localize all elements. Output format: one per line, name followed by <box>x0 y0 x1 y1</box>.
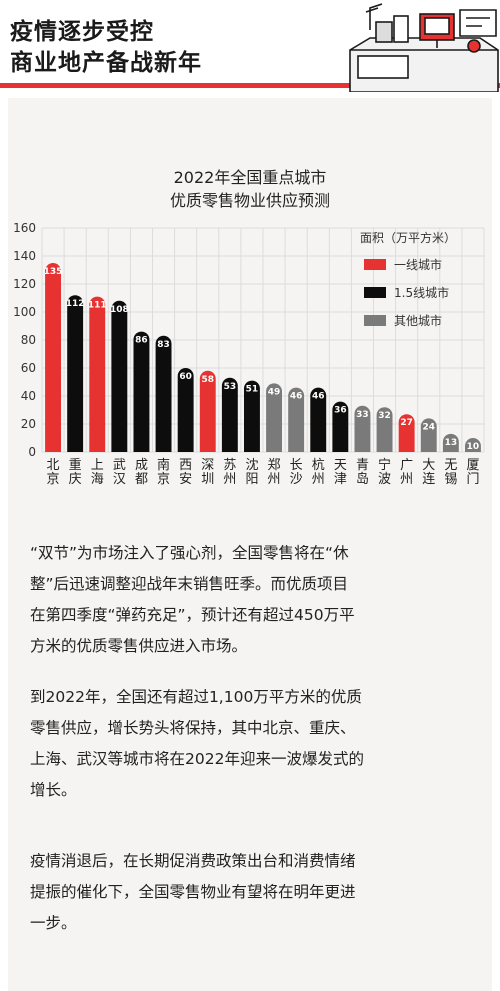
y-tick-label: 80 <box>21 333 36 347</box>
bar-value-label: 36 <box>334 406 347 416</box>
bar-value-label: 13 <box>445 438 458 448</box>
paragraph-line: 在第四季度“弹药充足”，预计还有超过450万平 <box>30 606 355 624</box>
legend-label: 其他城市 <box>394 313 442 328</box>
headline-line-1: 疫情逐步受控 <box>10 19 154 45</box>
legend-swatch <box>364 259 386 270</box>
category-label: 西安 <box>179 458 192 487</box>
bar-value-label: 60 <box>179 372 192 382</box>
paragraph-line: 上海、武汉等城市将在2022年迎来一波爆发式的 <box>30 750 364 768</box>
category-label: 沈阳 <box>245 458 258 487</box>
paragraph-line: 增长。 <box>30 781 77 799</box>
header-red-rule <box>0 83 500 88</box>
paragraph-3: 疫情消退后，在长期促消费政策出台和消费情绪 提振的催化下，全国零售物业有望将在明… <box>30 846 480 939</box>
headline-line-2: 商业地产备战新年 <box>10 50 202 76</box>
bar-郑州 <box>266 383 283 452</box>
bar-深圳 <box>199 370 216 452</box>
y-tick-label: 0 <box>28 445 36 459</box>
paragraph-line: 整”后迅速调整迎战年末销售旺季。而优质项目 <box>30 575 349 593</box>
paragraph-line: 提振的催化下，全国零售物业有望将在明年更进 <box>30 883 356 901</box>
bar-青岛 <box>354 405 371 452</box>
bar-value-label: 86 <box>135 336 148 346</box>
bar-西安 <box>177 368 194 452</box>
bar-天津 <box>332 401 349 452</box>
header: 疫情逐步受控 商业地产备战新年 <box>0 0 500 92</box>
y-tick-label: 40 <box>21 389 36 403</box>
bar-value-label: 108 <box>110 305 129 315</box>
y-tick-label: 100 <box>13 305 36 319</box>
bar-长沙 <box>288 387 305 452</box>
bar-value-label: 46 <box>312 392 325 402</box>
category-label: 广州 <box>400 458 413 487</box>
bar-value-label: 83 <box>157 340 170 350</box>
legend-title: 面积（万平方米） <box>360 230 456 245</box>
category-label: 南京 <box>157 457 170 487</box>
category-label: 无锡 <box>444 458 457 487</box>
y-tick-label: 60 <box>21 361 36 375</box>
category-label: 宁波 <box>378 457 391 487</box>
paragraph-line: 零售供应，增长势头将保持，其中北京、重庆、 <box>30 719 356 737</box>
paragraph-line: 疫情消退后，在长期促消费政策出台和消费情绪 <box>30 852 356 870</box>
bar-value-label: 27 <box>400 418 413 428</box>
bar-value-label: 111 <box>88 301 107 311</box>
legend-swatch <box>364 315 386 326</box>
paragraph-2: 到2022年，全国还有超过1,100万平方米的优质 零售供应，增长势头将保持，其… <box>30 682 480 806</box>
bar-苏州 <box>221 377 238 452</box>
paragraph-line: “双节”为市场注入了强心剂，全国零售将在“休 <box>30 544 349 562</box>
bar-宁波 <box>376 407 393 452</box>
paragraph-line: 方米的优质零售供应进入市场。 <box>30 637 248 655</box>
bar-value-label: 32 <box>378 411 391 421</box>
bar-value-label: 10 <box>467 442 480 452</box>
category-label: 重庆 <box>69 457 82 487</box>
category-label: 长沙 <box>290 458 303 487</box>
chart-title-line-1: 2022年全国重点城市 <box>173 168 327 187</box>
bar-value-label: 33 <box>356 410 369 420</box>
y-tick-label: 160 <box>13 221 36 235</box>
bar-杭州 <box>310 387 327 452</box>
bar-大连 <box>420 418 437 452</box>
category-label: 深圳 <box>201 458 214 487</box>
bar-南京 <box>155 335 172 452</box>
bar-广州 <box>398 414 415 452</box>
category-label: 武汉 <box>113 458 126 487</box>
retail-store-illustration-icon <box>349 3 499 92</box>
bar-上海 <box>89 296 106 452</box>
bar-value-label: 112 <box>66 299 85 309</box>
bar-value-label: 24 <box>422 422 435 432</box>
bar-value-label: 53 <box>224 382 237 392</box>
content-panel: 2022年全国重点城市 优质零售物业供应预测 0 20 40 60 80 100 120 14… <box>8 98 492 991</box>
y-tick-label: 20 <box>21 417 36 431</box>
category-label: 北京 <box>47 458 60 487</box>
category-label: 上海 <box>91 458 104 487</box>
bar-厦门 <box>464 438 481 452</box>
bar-value-label: 135 <box>44 267 63 277</box>
category-label: 天津 <box>334 458 347 487</box>
category-label: 厦门 <box>466 458 479 487</box>
supply-bar-chart: 0 20 40 60 80 100 120 140 160 135 112 111 108 86 83 60… <box>13 221 485 487</box>
bar-武汉 <box>111 300 128 452</box>
chart-title-line-2: 优质零售物业供应预测 <box>169 191 330 210</box>
legend-label: 一线城市 <box>394 257 442 272</box>
bar-重庆 <box>67 295 84 452</box>
paragraph-1: “双节”为市场注入了强心剂，全国零售将在“休 整”后迅速调整迎战年末销售旺季。而… <box>30 538 480 662</box>
category-label: 青岛 <box>356 458 369 487</box>
bar-北京 <box>45 263 62 452</box>
y-tick-label: 140 <box>13 249 36 263</box>
legend-label: 1.5线城市 <box>394 285 449 300</box>
category-label: 杭州 <box>312 458 325 487</box>
bar-无锡 <box>442 433 459 452</box>
paragraph-line: 到2022年，全国还有超过1,100万平方米的优质 <box>30 688 362 706</box>
bar-成都 <box>133 331 150 452</box>
category-label: 郑州 <box>268 458 281 487</box>
category-label: 成都 <box>135 458 148 487</box>
bar-value-label: 51 <box>246 385 259 395</box>
y-tick-label: 120 <box>13 277 36 291</box>
bar-沈阳 <box>243 380 260 452</box>
bar-value-label: 49 <box>268 387 281 397</box>
bar-value-label: 58 <box>201 375 214 385</box>
bar-value-label: 46 <box>290 392 303 402</box>
category-label: 苏州 <box>223 457 236 487</box>
legend-swatch <box>364 287 386 298</box>
category-label: 大连 <box>422 458 435 487</box>
paragraph-line: 一步。 <box>30 914 77 932</box>
